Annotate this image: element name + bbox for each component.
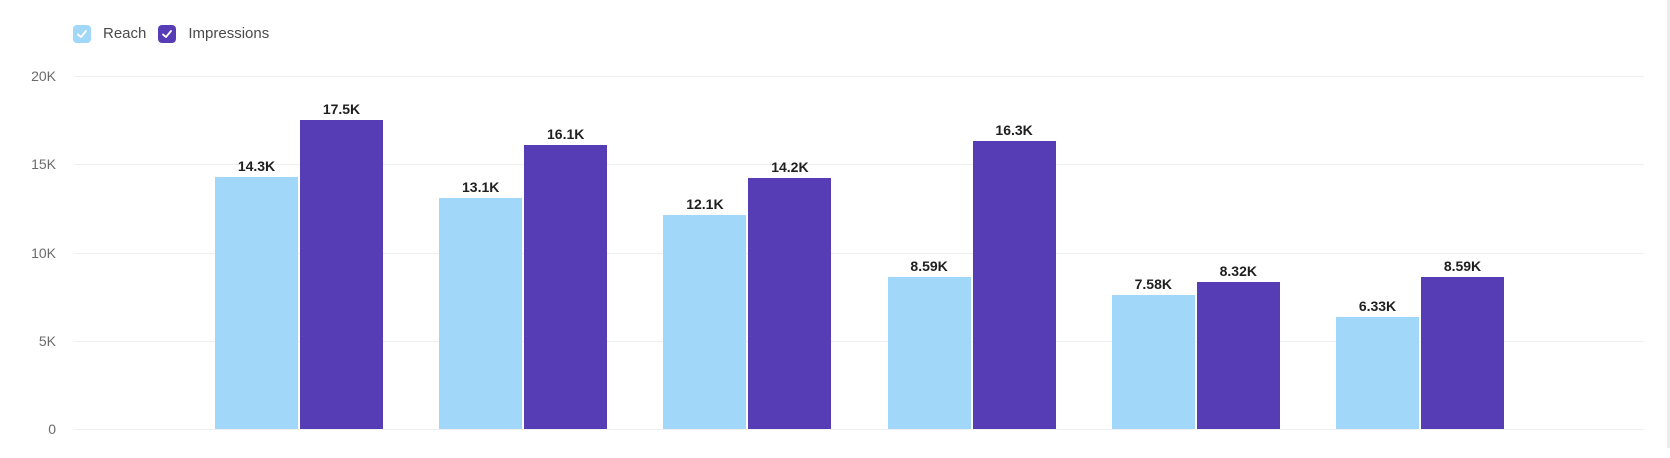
legend-toggle-reach[interactable]: Reach — [73, 24, 147, 43]
bar-reach[interactable] — [887, 277, 971, 429]
bar-reach[interactable] — [1336, 317, 1419, 429]
bar-impressions[interactable] — [1196, 282, 1280, 429]
gridline — [74, 164, 1644, 166]
gridline — [74, 76, 1644, 77]
legend-label-impressions: Impressions — [188, 25, 270, 42]
y-axis-tick-label: 20K — [31, 68, 56, 84]
gridline — [74, 252, 1644, 254]
chart-legend: Reach Impressions — [73, 24, 281, 43]
bar-reach[interactable] — [439, 197, 523, 429]
bar-impressions[interactable] — [1421, 277, 1504, 429]
bar-reach[interactable] — [663, 215, 747, 429]
bar-impressions[interactable] — [524, 144, 608, 429]
bar-value-label: 8.32K — [1219, 263, 1257, 280]
bar-value-label: 7.58K — [1134, 276, 1172, 293]
bar-value-label: 12.1K — [686, 196, 724, 213]
impressions-checkbox[interactable] — [158, 24, 177, 43]
legend-label-reach: Reach — [103, 25, 147, 42]
check-icon — [162, 29, 173, 38]
y-axis-tick-label: 5K — [38, 332, 56, 349]
bar-impressions[interactable] — [300, 120, 383, 429]
bar-value-label: 14.2K — [771, 159, 809, 176]
check-icon — [77, 29, 87, 38]
bar-value-label: 14.3K — [237, 157, 276, 174]
legend-toggle-impressions[interactable]: Impressions — [158, 24, 270, 43]
bar-value-label: 16.1K — [547, 125, 585, 142]
reach-checkbox[interactable] — [73, 24, 91, 43]
bar-reach[interactable] — [1111, 295, 1195, 429]
bar-value-label: 8.59K — [1443, 258, 1482, 275]
y-axis-tick-label: 0 — [48, 421, 56, 437]
bar-value-label: 16.3K — [995, 122, 1033, 139]
y-axis-tick-label: 10K — [31, 244, 56, 261]
bar-value-label: 13.1K — [462, 178, 500, 195]
bar-impressions[interactable] — [748, 178, 832, 429]
gridline — [74, 340, 1644, 342]
bar-impressions[interactable] — [972, 141, 1056, 429]
y-axis-tick-label: 15K — [31, 156, 56, 173]
bar-value-label: 6.33K — [1358, 298, 1397, 315]
gridline — [74, 429, 1644, 430]
bar-reach[interactable] — [215, 176, 298, 429]
scrollbar-track[interactable] — [1667, 0, 1670, 448]
bar-value-label: 8.59K — [910, 258, 948, 275]
bar-value-label: 17.5K — [322, 101, 361, 118]
